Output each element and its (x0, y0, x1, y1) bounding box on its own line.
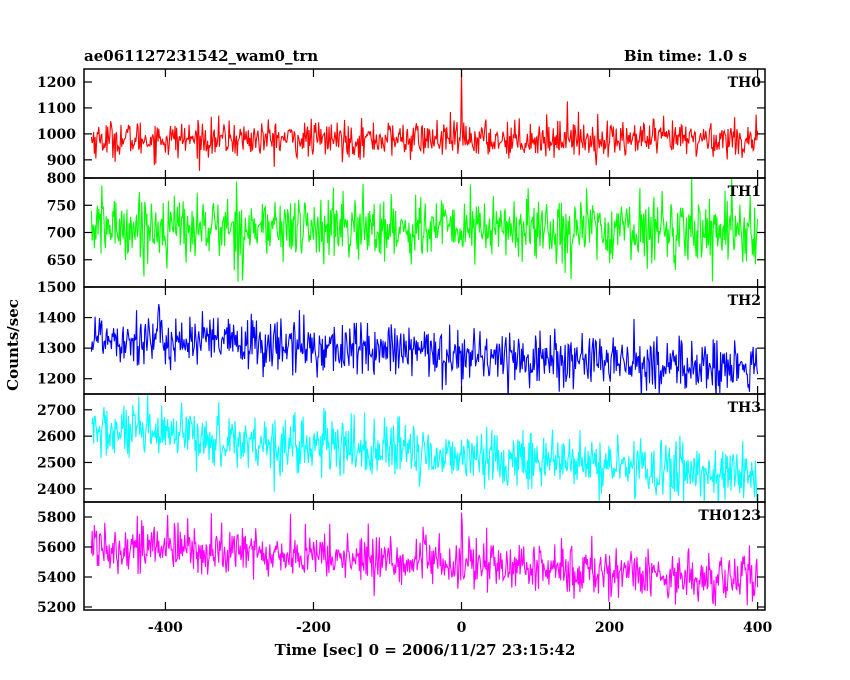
y-tick-label: 2700 (37, 403, 76, 419)
y-tick-label: 800 (47, 171, 76, 187)
y-tick-label: 700 (47, 226, 76, 242)
chart-title-right: Bin time: 1.0 s (624, 47, 747, 65)
panel-th2: 1200 1300 1400 1500 TH2 (37, 280, 766, 395)
y-tick-label: 2400 (37, 482, 76, 498)
x-tick-label: -400 (148, 620, 183, 636)
panel-label: TH3 (728, 400, 761, 416)
panel-label: TH2 (728, 293, 761, 309)
y-tick-label: 1500 (37, 280, 76, 296)
x-tick-label: -200 (296, 620, 331, 636)
y-tick-label: 5200 (37, 600, 76, 616)
x-tick-label: 400 (743, 620, 772, 636)
panel-th0123: 5200 5400 5600 5800 TH0123 (37, 501, 766, 616)
y-tick-label: 900 (47, 153, 76, 169)
panel-label: TH0123 (698, 508, 761, 524)
y-tick-label: 2600 (37, 429, 76, 445)
y-tick-label: 650 (47, 253, 76, 269)
series-line-th3 (91, 394, 758, 502)
y-tick-label: 5400 (37, 570, 76, 586)
series-line-th1 (90, 178, 759, 282)
y-tick-label: 1300 (37, 341, 76, 357)
panel-th3: 2400 2500 2600 2700 TH3 (37, 393, 766, 503)
y-tick-label: 1200 (37, 372, 76, 388)
series-line-th0 (90, 69, 759, 171)
panel-frame (83, 177, 766, 288)
y-tick-label: 1000 (37, 127, 76, 143)
series-line-th0123 (90, 512, 759, 606)
y-tick-label: 1400 (37, 311, 76, 327)
y-tick-label: 750 (47, 198, 76, 214)
y-tick-label: 1200 (37, 75, 76, 91)
panel-frame (83, 501, 766, 611)
x-axis-label: Time [sec] 0 = 2006/11/27 23:15:42 (275, 641, 576, 659)
panels: 900 1000 1100 1200 TH0 650 700 750 800 TH1 1200 130… (37, 68, 766, 616)
y-tick-label: 5800 (37, 510, 76, 526)
x-tick-label: 0 (457, 620, 467, 636)
chart-title-left: ae061127231542_wam0_trn (84, 47, 318, 65)
y-tick-label: 5600 (37, 540, 76, 556)
y-tick-label: 1100 (37, 101, 76, 117)
y-axis-label: Counts/sec (4, 299, 22, 391)
panel-label: TH1 (728, 184, 761, 200)
x-axis: -400 -200 0 200 400 (148, 620, 773, 636)
panel-th1: 650 700 750 800 TH1 (47, 171, 766, 288)
y-tick-label: 2500 (37, 455, 76, 471)
panel-label: TH0 (728, 75, 762, 91)
series-line-th2 (90, 304, 759, 394)
panel-th0: 900 1000 1100 1200 TH0 (37, 68, 766, 179)
x-tick-label: 200 (595, 620, 624, 636)
